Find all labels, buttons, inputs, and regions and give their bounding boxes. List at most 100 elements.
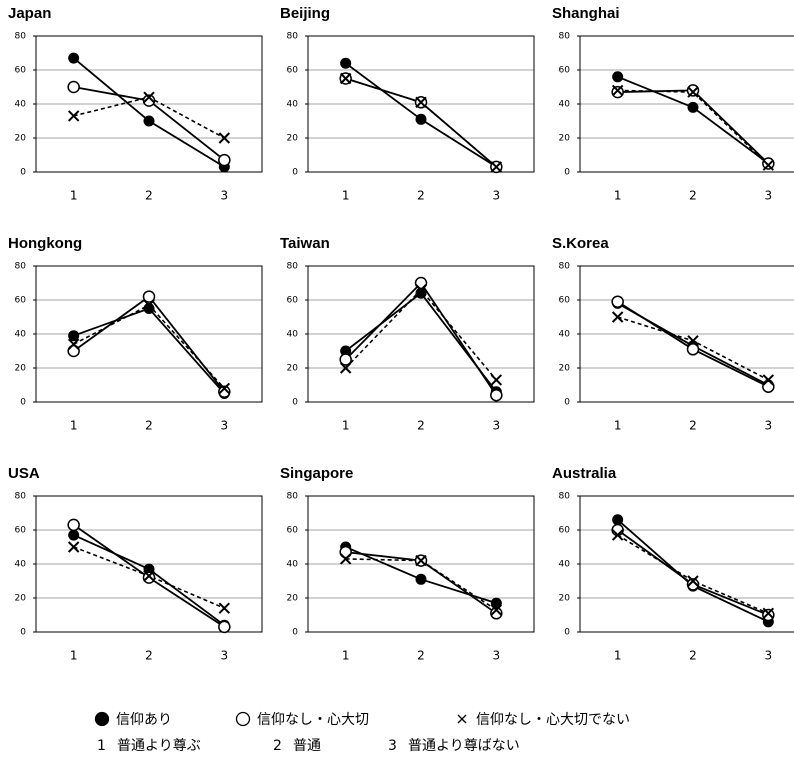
y-tick-label: 20	[287, 364, 299, 374]
y-tick-label: 20	[559, 134, 571, 144]
series-line	[345, 288, 497, 381]
y-tick-label: 60	[287, 296, 299, 306]
cross-stroke	[611, 529, 624, 541]
marker-cross	[67, 110, 80, 122]
note-key: 3	[388, 738, 397, 754]
marker-cross	[415, 284, 427, 296]
note-key: 2	[273, 738, 282, 754]
marker-open	[611, 295, 624, 308]
plot-frame	[35, 35, 263, 173]
y-tick-label: 80	[559, 262, 571, 272]
plot-frame	[579, 35, 794, 173]
marker-open	[490, 607, 503, 620]
cross-stroke	[143, 299, 155, 311]
cross-stroke	[67, 110, 80, 122]
y-tick-label: 60	[15, 296, 27, 306]
cross-stroke	[611, 84, 624, 97]
cross-stroke	[611, 311, 624, 323]
series-line	[617, 534, 769, 615]
series-line	[345, 291, 498, 393]
y-tick-label: 20	[559, 594, 571, 604]
plot-frame	[579, 495, 794, 633]
plot-frame	[35, 495, 263, 633]
y-tick-label: 0	[20, 628, 26, 638]
marker-cross	[143, 91, 155, 103]
chart-title: Singapore	[280, 465, 353, 482]
y-tick-label: 60	[559, 296, 571, 306]
y-tick-label: 60	[287, 66, 299, 76]
cross-stroke	[339, 553, 352, 565]
x-tick-label: 1	[70, 419, 78, 433]
chart-title: Taiwan	[280, 235, 330, 252]
marker-open	[762, 157, 775, 170]
x-tick-label: 2	[145, 419, 153, 433]
marker-cross	[611, 84, 624, 97]
cross-stroke	[687, 575, 699, 587]
y-tick-label: 0	[564, 168, 570, 178]
y-tick-label: 20	[287, 134, 299, 144]
plot-frame	[307, 265, 535, 403]
marker-open	[67, 518, 80, 532]
marker-filled	[340, 57, 352, 69]
y-tick-label: 40	[559, 330, 571, 340]
legend-label: 信仰なし・心大切	[257, 712, 369, 728]
cross-stroke	[143, 570, 155, 582]
series-line	[617, 89, 769, 165]
chart-title: Australia	[552, 465, 617, 482]
y-tick-label: 40	[15, 560, 27, 570]
y-tick-label: 20	[15, 594, 27, 604]
marker-cross	[762, 374, 775, 386]
series-line	[345, 558, 497, 611]
marker-cross	[67, 541, 80, 553]
plot-frame	[579, 265, 794, 403]
marker-open	[686, 343, 700, 356]
marker-cross	[611, 529, 624, 541]
y-tick-label: 40	[287, 560, 299, 570]
marker-open	[339, 353, 352, 366]
marker-filled	[415, 573, 427, 585]
chart-title: Hongkong	[8, 235, 82, 252]
series-line	[73, 304, 225, 389]
cross-stroke	[218, 132, 231, 144]
x-tick-label: 2	[145, 189, 153, 203]
note-text: 普通	[293, 738, 321, 754]
marker-cross	[339, 72, 352, 85]
marker-filled	[68, 529, 80, 541]
y-tick-label: 80	[15, 492, 27, 502]
chart-title: Japan	[8, 5, 51, 22]
marker-open	[142, 571, 156, 584]
marker-open	[67, 80, 80, 94]
series-line	[73, 57, 225, 168]
marker-cross	[762, 607, 775, 620]
marker-filled	[68, 330, 80, 342]
y-tick-label: 60	[287, 526, 299, 536]
legend-marker	[457, 714, 467, 724]
chart-title: Beijing	[280, 5, 330, 22]
legend-label: 信仰あり	[116, 712, 172, 728]
y-tick-label: 20	[15, 134, 27, 144]
x-tick-label: 3	[493, 649, 501, 663]
marker-filled	[143, 115, 155, 127]
y-tick-label: 0	[292, 168, 298, 178]
chart-title: Shanghai	[552, 5, 620, 22]
marker-open	[218, 385, 231, 399]
y-tick-label: 60	[559, 526, 571, 536]
marker-filled	[612, 71, 624, 83]
marker-cross	[490, 374, 503, 386]
cross-stroke	[415, 284, 427, 296]
marker-cross	[687, 335, 699, 347]
marker-open	[611, 85, 624, 99]
y-tick-label: 0	[564, 628, 570, 638]
x-tick-label: 1	[342, 189, 350, 203]
cross-stroke	[490, 604, 503, 616]
marker-cross	[490, 161, 503, 173]
y-tick-label: 20	[287, 594, 299, 604]
x-tick-label: 3	[221, 649, 229, 663]
cross-stroke	[687, 86, 699, 98]
x-tick-label: 2	[689, 649, 697, 663]
y-tick-label: 40	[15, 330, 27, 340]
marker-filled	[612, 514, 624, 526]
chart-title: S.Korea	[552, 235, 609, 252]
x-tick-label: 3	[765, 419, 773, 433]
